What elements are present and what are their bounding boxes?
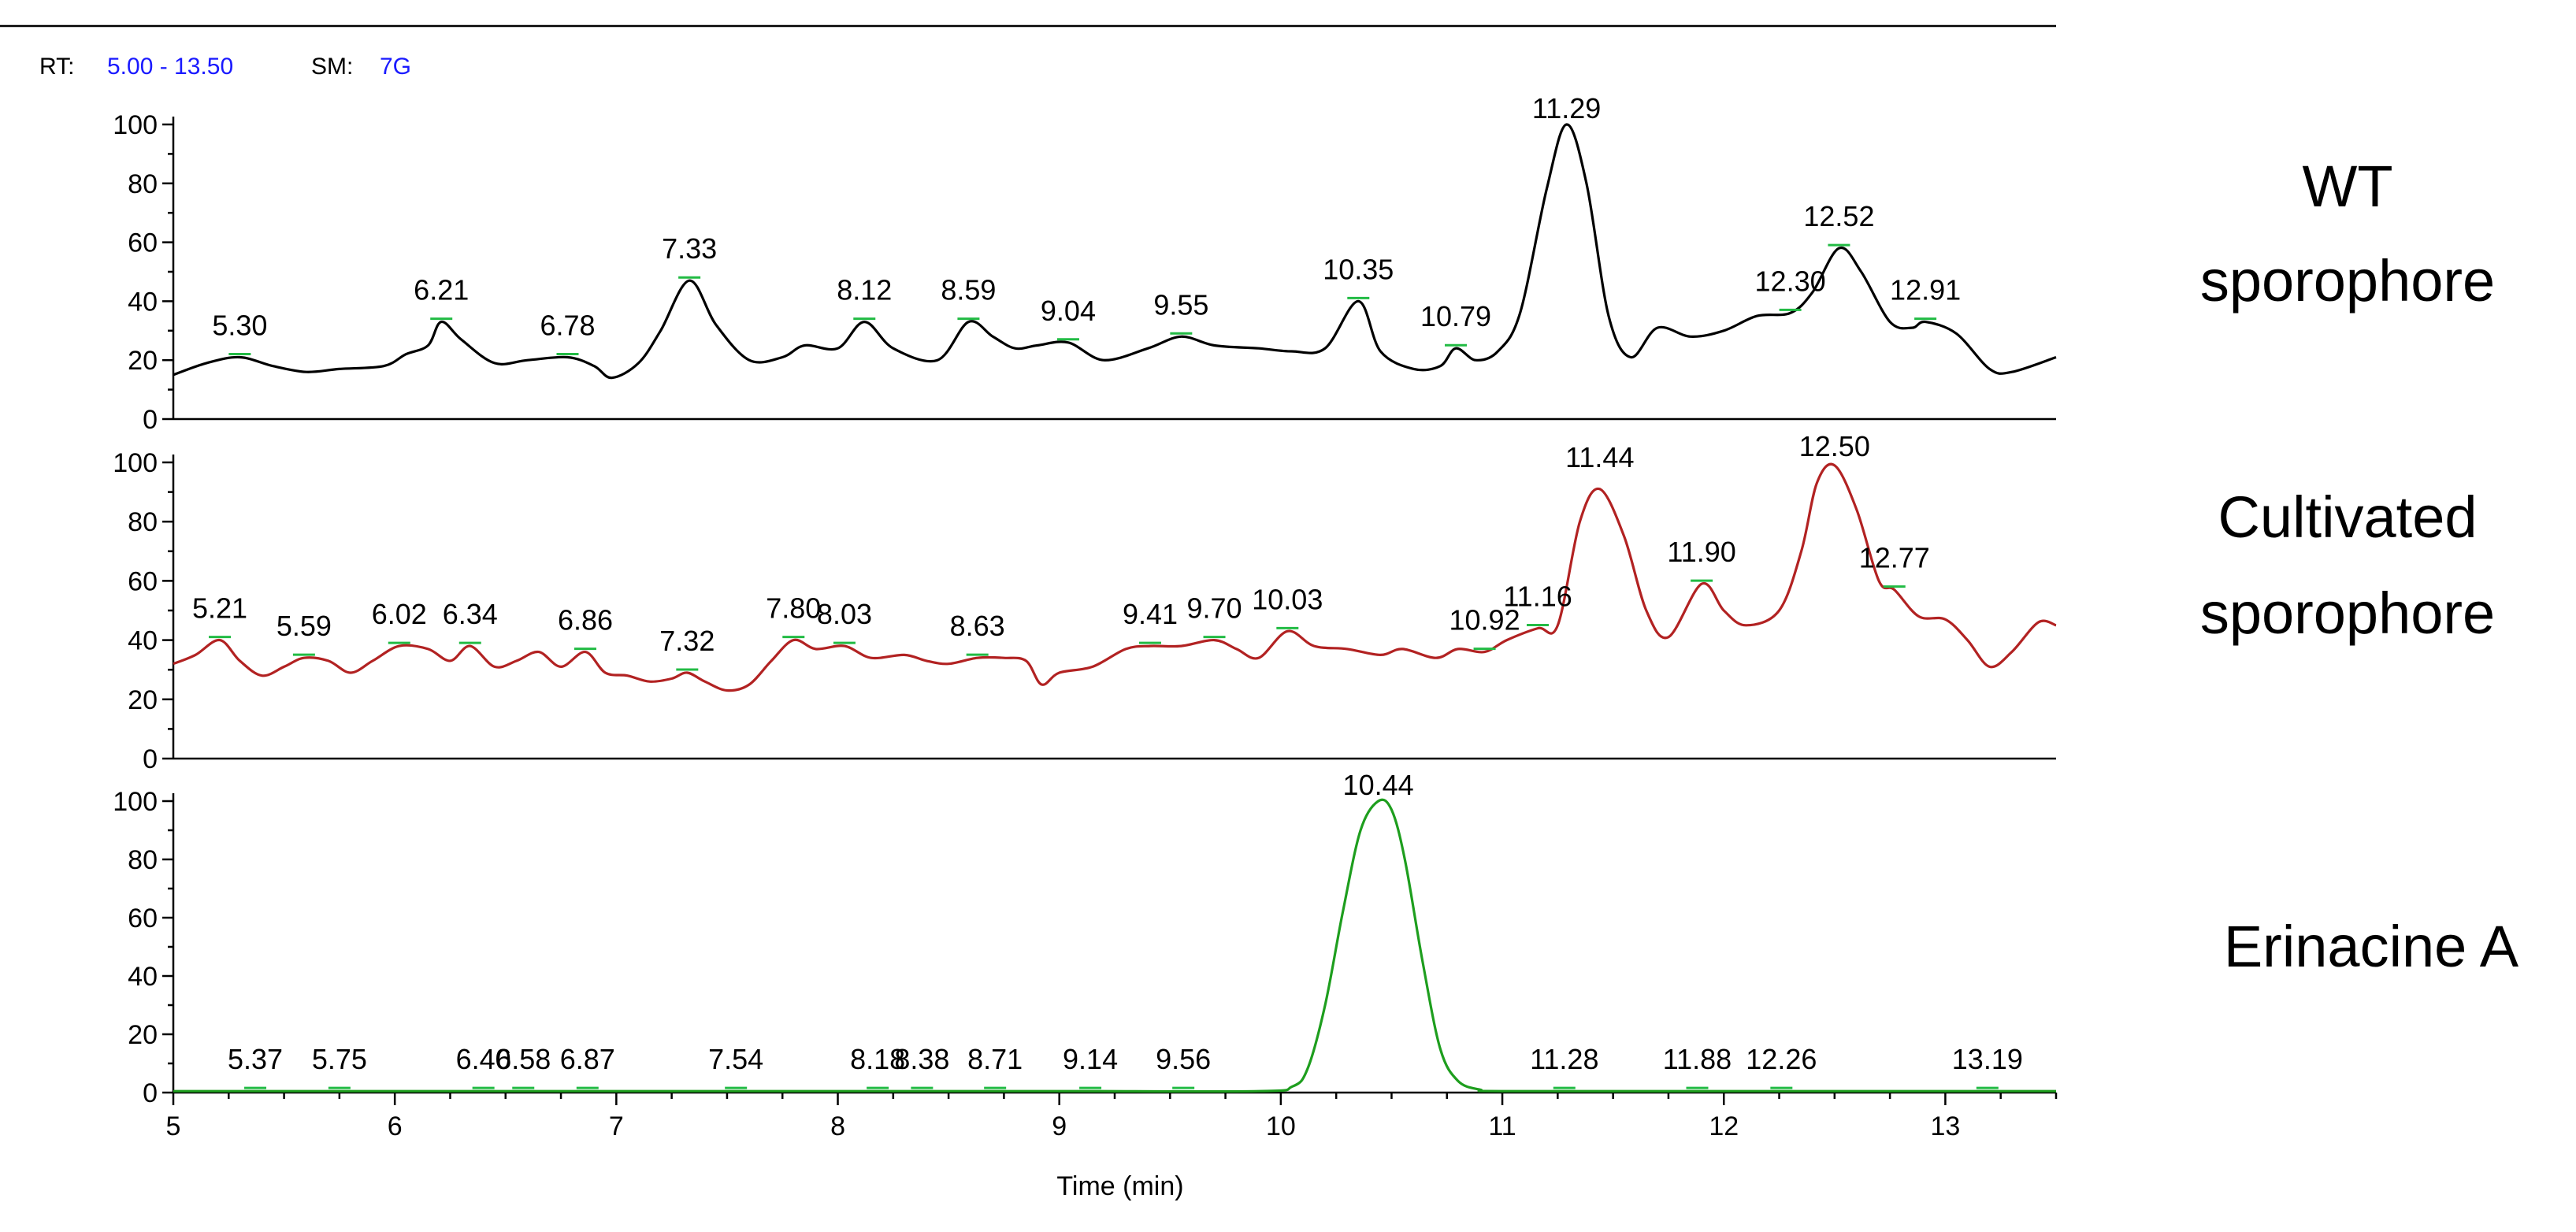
y-tick-label: 0 <box>143 744 158 774</box>
y-tick-label: 80 <box>128 507 158 537</box>
peak-label: 11.29 <box>1532 92 1601 124</box>
y-tick-label: 80 <box>128 845 158 875</box>
peak-label: 8.38 <box>894 1043 949 1075</box>
x-tick-label: 7 <box>609 1111 624 1141</box>
peak-label: 6.78 <box>540 309 595 341</box>
trace-line <box>173 123 2057 380</box>
peak-label: 6.86 <box>558 604 613 636</box>
peak-label: 11.44 <box>1565 441 1634 473</box>
peak-label: 6.02 <box>372 598 427 630</box>
x-tick-label: 6 <box>388 1111 403 1141</box>
y-tick-label: 0 <box>143 405 158 435</box>
peak-label: 5.30 <box>212 309 267 341</box>
peak-label: 13.19 <box>1952 1043 2023 1075</box>
y-tick-label: 20 <box>128 1020 158 1050</box>
peak-label: 5.21 <box>192 592 247 625</box>
peak-label: 7.32 <box>659 625 715 657</box>
y-tick-label: 40 <box>128 962 158 992</box>
sm-value: 7G <box>380 54 411 80</box>
rt-key: RT: <box>39 54 74 80</box>
peak-label: 8.59 <box>941 274 996 306</box>
x-tick-label: 13 <box>1930 1111 1960 1141</box>
sample-label: WT <box>2302 154 2392 219</box>
peak-label: 8.12 <box>837 274 892 306</box>
peak-label: 11.90 <box>1667 536 1735 568</box>
peak-label: 9.56 <box>1156 1043 1211 1075</box>
peak-label: 6.40 <box>456 1043 511 1075</box>
y-tick-label: 20 <box>128 685 158 715</box>
peak-label: 10.92 <box>1449 604 1520 636</box>
peak-label: 9.70 <box>1186 592 1242 625</box>
peak-label: 11.28 <box>1530 1043 1598 1075</box>
y-tick-label: 100 <box>113 787 158 817</box>
x-tick-label: 10 <box>1266 1111 1296 1141</box>
panel-1: 0 20 40 60 80 100 5.30 6.21 6.78 7.33 8.12 8.59 9.04… <box>113 92 2495 435</box>
y-tick-label: 60 <box>128 228 158 258</box>
peak-label: 8.71 <box>967 1043 1023 1075</box>
sample-label: Erinacine A <box>2224 914 2519 979</box>
peak-label: 11.16 <box>1503 581 1572 613</box>
chromatogram-panels: 0 20 40 60 80 100 5.30 6.21 6.78 7.33 8.12 8.59 9.04… <box>113 92 2519 1108</box>
y-tick-label: 100 <box>113 448 158 478</box>
sm-key: SM: <box>311 54 353 80</box>
peak-label: 9.04 <box>1041 295 1096 327</box>
peak-label: 11.88 <box>1663 1043 1732 1075</box>
peak-label: 7.33 <box>662 232 717 265</box>
peak-label: 9.55 <box>1153 288 1208 321</box>
peak-label: 7.80 <box>766 592 821 625</box>
peak-label: 12.77 <box>1859 542 1930 574</box>
sample-label: Cultivated <box>2218 484 2477 550</box>
peak-label: 12.26 <box>1746 1043 1817 1075</box>
x-tick-label: 12 <box>1709 1111 1739 1141</box>
x-axis-title: Time (min) <box>1056 1171 1183 1201</box>
peak-label: 5.37 <box>228 1043 283 1075</box>
peak-label: 5.75 <box>312 1043 367 1075</box>
peak-label: 8.03 <box>817 598 872 630</box>
sample-label: sporophore <box>2200 581 2495 646</box>
peak-label: 10.35 <box>1323 253 1394 285</box>
y-tick-label: 60 <box>128 566 158 596</box>
y-tick-label: 0 <box>143 1078 158 1108</box>
x-tick-label: 9 <box>1052 1111 1067 1141</box>
rt-value: 5.00 - 13.50 <box>107 54 233 80</box>
peak-label: 9.14 <box>1063 1043 1118 1075</box>
y-tick-label: 80 <box>128 169 158 199</box>
peak-label: 6.87 <box>560 1043 615 1075</box>
peak-label: 8.63 <box>950 610 1005 642</box>
peak-label: 12.50 <box>1799 430 1870 462</box>
sample-label: sporophore <box>2200 248 2495 314</box>
peak-label: 6.34 <box>443 598 498 630</box>
peak-label: 9.41 <box>1123 598 1178 630</box>
trace-line <box>173 798 2056 1093</box>
trace-line <box>173 462 2057 692</box>
panel-3: 0 20 40 60 80 100 5.37 5.75 6.406.58 6.87 7.54 8.18… <box>113 769 2519 1108</box>
peak-label: 10.79 <box>1420 300 1491 332</box>
peak-label: 12.52 <box>1803 200 1874 232</box>
peak-label: 10.03 <box>1252 583 1323 615</box>
peak-label: 8.18 <box>850 1043 905 1075</box>
y-tick-label: 40 <box>128 626 158 656</box>
x-axis: 5 6 7 8 9 10 11 12 13 <box>166 1093 2058 1141</box>
peak-label: 12.30 <box>1755 265 1826 297</box>
y-tick-label: 40 <box>128 287 158 317</box>
y-tick-label: 60 <box>128 904 158 933</box>
panel-2: 0 20 40 60 80 100 5.21 5.59 6.02 6.34 6.86 7.32 7.80… <box>113 430 2495 774</box>
peak-label: 5.59 <box>277 610 332 642</box>
x-tick-label: 11 <box>1488 1111 1516 1141</box>
y-tick-label: 20 <box>128 346 158 376</box>
peak-label: 6.58 <box>496 1043 551 1075</box>
peak-label: 12.91 <box>1890 274 1961 306</box>
peak-label: 7.54 <box>708 1043 763 1075</box>
y-tick-label: 100 <box>113 110 158 140</box>
x-tick-label: 5 <box>166 1111 181 1141</box>
peak-label: 10.44 <box>1343 769 1414 801</box>
peak-label: 6.21 <box>414 274 469 306</box>
x-tick-label: 8 <box>830 1111 845 1141</box>
